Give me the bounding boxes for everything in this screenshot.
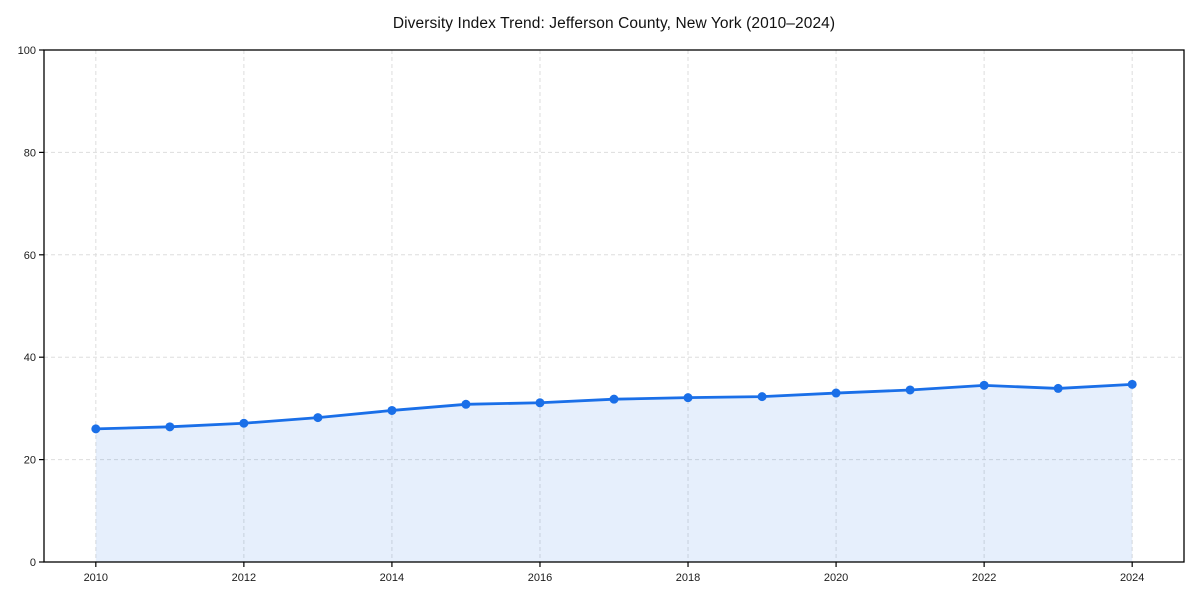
data-point [683, 393, 693, 403]
data-point [905, 385, 915, 395]
data-point [165, 422, 175, 432]
x-tick-label: 2018 [676, 572, 700, 584]
data-point [461, 399, 471, 409]
data-point [91, 424, 101, 434]
y-tick-label: 60 [24, 250, 36, 262]
data-point [387, 405, 397, 415]
data-point [757, 392, 767, 402]
area-fill [95, 384, 1133, 562]
x-tick-label: 2022 [972, 572, 996, 584]
y-tick-label: 20 [24, 455, 36, 467]
x-tick-label: 2014 [380, 572, 404, 584]
data-point [313, 413, 323, 423]
x-tick-label: 2012 [232, 572, 256, 584]
y-tick-label: 80 [24, 147, 36, 159]
x-tick-label: 2024 [1120, 572, 1144, 584]
x-tick-label: 2016 [528, 572, 552, 584]
data-point [535, 398, 545, 408]
y-tick-label: 0 [30, 557, 36, 569]
data-point [609, 394, 619, 404]
y-tick-label: 40 [24, 352, 36, 364]
data-point [979, 380, 989, 390]
data-point [1127, 379, 1137, 389]
data-point [239, 418, 249, 428]
x-tick-label: 2020 [824, 572, 848, 584]
data-point [831, 388, 841, 398]
plot-border [43, 49, 1185, 563]
chart-title: Diversity Index Trend: Jefferson County,… [392, 15, 836, 32]
y-tick-label: 100 [18, 45, 36, 57]
data-point [1053, 383, 1063, 393]
x-tick-label: 2010 [84, 572, 108, 584]
